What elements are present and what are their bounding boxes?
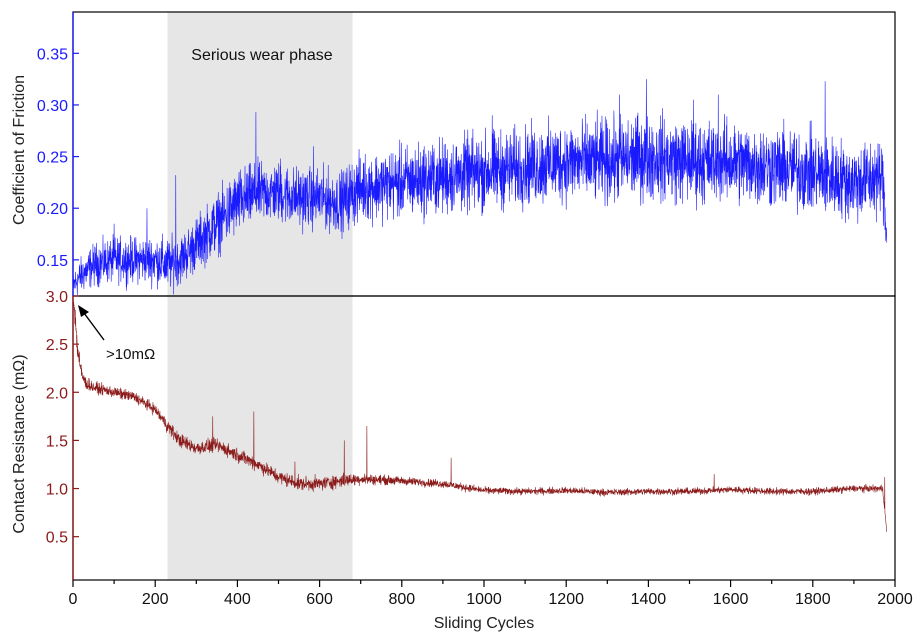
resistance-y-axis-label: Contact Resistance (mΩ) — [11, 354, 28, 533]
resistance-y-tick-label: 1.0 — [46, 482, 68, 499]
x-tick-label: 1800 — [795, 591, 831, 608]
x-tick-label: 1000 — [466, 591, 502, 608]
resistance-annotation: >10mΩ — [78, 305, 155, 363]
friction-y-axis-label: Coefficient of Friction — [11, 75, 28, 225]
annotation-arrow-line — [83, 312, 105, 341]
resistance-y-tick-label: 0.5 — [46, 530, 68, 547]
friction-y-tick-label: 0.20 — [37, 201, 68, 218]
friction-series — [72, 79, 888, 296]
annotation-arrow-head — [78, 305, 89, 317]
resistance-y-tick-label: 1.5 — [46, 433, 68, 450]
x-tick-label: 1400 — [631, 591, 667, 608]
friction-y-tick-label: 0.15 — [37, 253, 68, 270]
x-tick-label: 200 — [142, 591, 169, 608]
x-tick-label: 800 — [388, 591, 415, 608]
x-tick-label: 600 — [306, 591, 333, 608]
annotation-label: >10mΩ — [106, 346, 155, 363]
shaded-region-label: Serious wear phase — [191, 47, 333, 64]
friction-y-tick-label: 0.30 — [37, 98, 68, 115]
friction-line — [72, 79, 888, 296]
friction-y-tick-label: 0.35 — [37, 46, 68, 63]
x-tick-label: 0 — [69, 591, 78, 608]
x-tick-label: 1600 — [713, 591, 749, 608]
x-axis-label: Sliding Cycles — [434, 615, 534, 632]
resistance-y-tick-label: 2.5 — [46, 337, 68, 354]
x-tick-label: 2000 — [877, 591, 913, 608]
resistance-series — [72, 299, 888, 532]
friction-y-tick-label: 0.25 — [37, 150, 68, 167]
axes-ticks: 0.15 0.20 0.25 0.30 0.35 0.5 1.0 1.5 2.0 2.5 3.0 0 2… — [37, 12, 913, 608]
x-tick-label: 1200 — [548, 591, 584, 608]
x-tick-label: 400 — [224, 591, 251, 608]
resistance-y-tick-label: 3.0 — [46, 289, 68, 306]
resistance-line — [72, 299, 888, 532]
resistance-y-tick-label: 2.0 — [46, 385, 68, 402]
